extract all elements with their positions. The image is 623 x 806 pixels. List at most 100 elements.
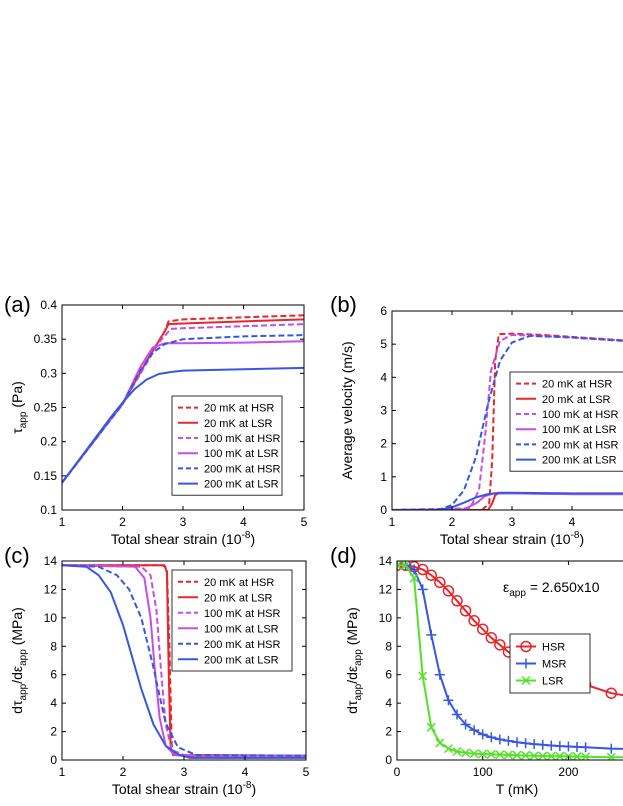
legend-label: 20 mK at HSR: [204, 577, 274, 589]
panel-d: (d) 0 100 200 0 2 4 6 8 10 12 14 T (mK) dτapp/dεapp (…: [330, 543, 623, 797]
y-tick-label: 0.15: [34, 469, 58, 483]
plot-area: [392, 332, 623, 510]
x-tick-label: 1: [389, 515, 396, 529]
y-tick-label: 10: [379, 611, 393, 625]
series-line-200-mk-at-lsr: [62, 564, 306, 759]
legend-label: 100 mK at HSR: [542, 409, 618, 421]
x-tick-label: 5: [301, 515, 308, 529]
data-point: [494, 734, 505, 745]
legend-label: 100 mK at LSR: [204, 623, 279, 635]
data-point: [417, 584, 428, 595]
legend-label: LSR: [542, 676, 563, 688]
data-point: [443, 695, 454, 706]
x-tick-label: 3: [180, 515, 187, 529]
x-tick-label: 3: [509, 515, 516, 529]
series-line-200-mk-at-hsr: [62, 564, 306, 757]
axes-frame: [396, 560, 623, 761]
x-tick-label: 1: [59, 515, 66, 529]
data-point: [451, 595, 463, 607]
data-point: [521, 750, 531, 760]
data-point: [434, 576, 446, 589]
data-point: [478, 749, 488, 759]
series-line-100-mk-at-lsr: [392, 492, 623, 510]
data-point: [418, 671, 428, 681]
data-point: [409, 564, 420, 575]
y-tick-label: 0.1: [40, 503, 57, 517]
legend-label: HSR: [542, 642, 565, 654]
legend-marker: [521, 675, 531, 686]
y-tick-label: 2: [50, 725, 57, 739]
data-point: [606, 743, 617, 754]
legend-label: 200 mK at LSR: [204, 654, 279, 666]
legend-label: 100 mK at LSR: [204, 448, 279, 460]
data-point: [512, 737, 522, 748]
x-axis-label: Total shear strain (10-8): [112, 780, 256, 797]
data-point: [459, 605, 472, 617]
data-point: [486, 749, 496, 759]
data-point: [469, 749, 479, 759]
data-point: [546, 751, 556, 760]
data-point: [520, 738, 531, 749]
x-axis-label: Total shear strain (10-8): [111, 530, 255, 547]
legend: 20 mK at HSR 20 mK at LSR 100 mK at HSR 100…: [171, 569, 293, 672]
x-tick-label: 200: [558, 765, 578, 779]
data-point: [434, 669, 445, 680]
x-axis-label: T (mK): [496, 781, 539, 797]
legend-label: 200 mK at LSR: [542, 455, 617, 467]
series-line-100-mk-at-lsr: [62, 564, 306, 757]
series-line-100-mk-at-hsr: [62, 564, 306, 757]
data-point: [469, 725, 480, 736]
y-tick-label: 1: [380, 470, 387, 484]
y-tick-label: 8: [50, 639, 57, 653]
data-point: [435, 738, 445, 748]
data-point: [401, 561, 411, 570]
x-axis-label: Total shear strain (10-8): [440, 530, 584, 547]
plot-area: [62, 314, 304, 484]
legend-label: 200 mK at HSR: [204, 463, 280, 475]
x-tick-label: 2: [120, 765, 127, 779]
data-point: [605, 687, 618, 699]
x-tick-label: 5: [303, 765, 310, 779]
data-point: [425, 569, 438, 581]
panel-label: (b): [330, 292, 357, 317]
y-tick-label: 14: [44, 554, 58, 568]
legend-label: 100 mK at HSR: [204, 608, 280, 620]
y-tick-label: 4: [50, 696, 57, 710]
y-tick-label: 14: [379, 554, 393, 568]
data-point: [537, 739, 548, 750]
x-tick-label: 3: [181, 765, 188, 779]
legend-label: 100 mK at HSR: [204, 433, 280, 445]
data-point: [442, 585, 455, 597]
data-point: [572, 752, 582, 760]
y-tick-label: 0.4: [40, 298, 57, 312]
y-tick-label: 8: [385, 639, 392, 653]
x-tick-label: 2: [119, 515, 126, 529]
y-tick-label: 4: [385, 696, 392, 710]
data-point: [529, 751, 539, 760]
y-tick-label: 0.25: [34, 401, 58, 415]
y-tick-label: 10: [44, 611, 58, 625]
data-point: [409, 573, 419, 583]
legend: 20 mK at HSR 20 mK at LSR 100 mK at HSR 100…: [171, 395, 283, 496]
y-tick-label: 12: [44, 582, 58, 596]
data-point: [512, 750, 522, 760]
legend-label: 20 mK at HSR: [204, 403, 274, 415]
y-tick-label: 0: [380, 503, 387, 517]
panel-label: (a): [4, 292, 31, 317]
y-tick-label: 2: [380, 437, 387, 451]
y-tick-label: 0: [50, 753, 57, 767]
data-point: [461, 748, 471, 758]
y-tick-label: 2: [385, 725, 392, 739]
data-point: [546, 740, 557, 751]
legend-label: 20 mK at HSR: [542, 379, 612, 391]
legend: HSR MSR LSR: [509, 633, 591, 694]
x-tick-label: 4: [240, 515, 247, 529]
legend-label: MSR: [542, 659, 567, 671]
y-tick-label: 0.35: [34, 332, 58, 346]
x-tick-label: 4: [569, 515, 576, 529]
legend-marker: [520, 640, 532, 653]
data-point: [563, 741, 574, 752]
